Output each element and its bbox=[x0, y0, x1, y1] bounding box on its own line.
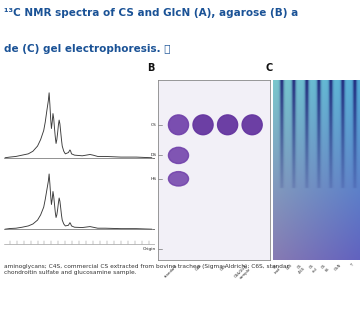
Ellipse shape bbox=[242, 115, 262, 135]
Text: C4S: C4S bbox=[286, 264, 294, 271]
Text: CS: CS bbox=[150, 123, 156, 127]
Text: C: C bbox=[266, 63, 273, 73]
Text: standard: standard bbox=[163, 264, 179, 279]
Text: CS
6S: CS 6S bbox=[321, 264, 330, 273]
Text: CS
trad: CS trad bbox=[270, 264, 282, 275]
Text: C6S: C6S bbox=[219, 264, 228, 272]
Text: CS&GlcN
sample: CS&GlcN sample bbox=[234, 264, 252, 282]
Text: CS
4.6S: CS 4.6S bbox=[294, 264, 306, 275]
Text: aminoglycans; C4S, commercial CS extracted from bovine trachea (Sigma Aldrich); : aminoglycans; C4S, commercial CS extract… bbox=[4, 264, 288, 275]
Text: Origin: Origin bbox=[143, 247, 156, 251]
Ellipse shape bbox=[193, 115, 213, 135]
Text: HS: HS bbox=[150, 177, 156, 181]
Text: T: T bbox=[350, 264, 354, 268]
Text: GlcN: GlcN bbox=[334, 264, 343, 272]
Text: B: B bbox=[147, 63, 154, 73]
Ellipse shape bbox=[168, 147, 189, 163]
Text: CS
std: CS std bbox=[308, 264, 318, 274]
Ellipse shape bbox=[217, 115, 238, 135]
Text: ¹³C NMR spectra of CS and GlcN (A), agarose (B) a: ¹³C NMR spectra of CS and GlcN (A), agar… bbox=[4, 8, 298, 18]
Text: C4S: C4S bbox=[195, 264, 203, 272]
Ellipse shape bbox=[168, 172, 189, 186]
Ellipse shape bbox=[168, 115, 189, 135]
Text: de (C) gel electrophoresis. ⧉: de (C) gel electrophoresis. ⧉ bbox=[4, 44, 170, 54]
Text: DS: DS bbox=[150, 153, 156, 157]
